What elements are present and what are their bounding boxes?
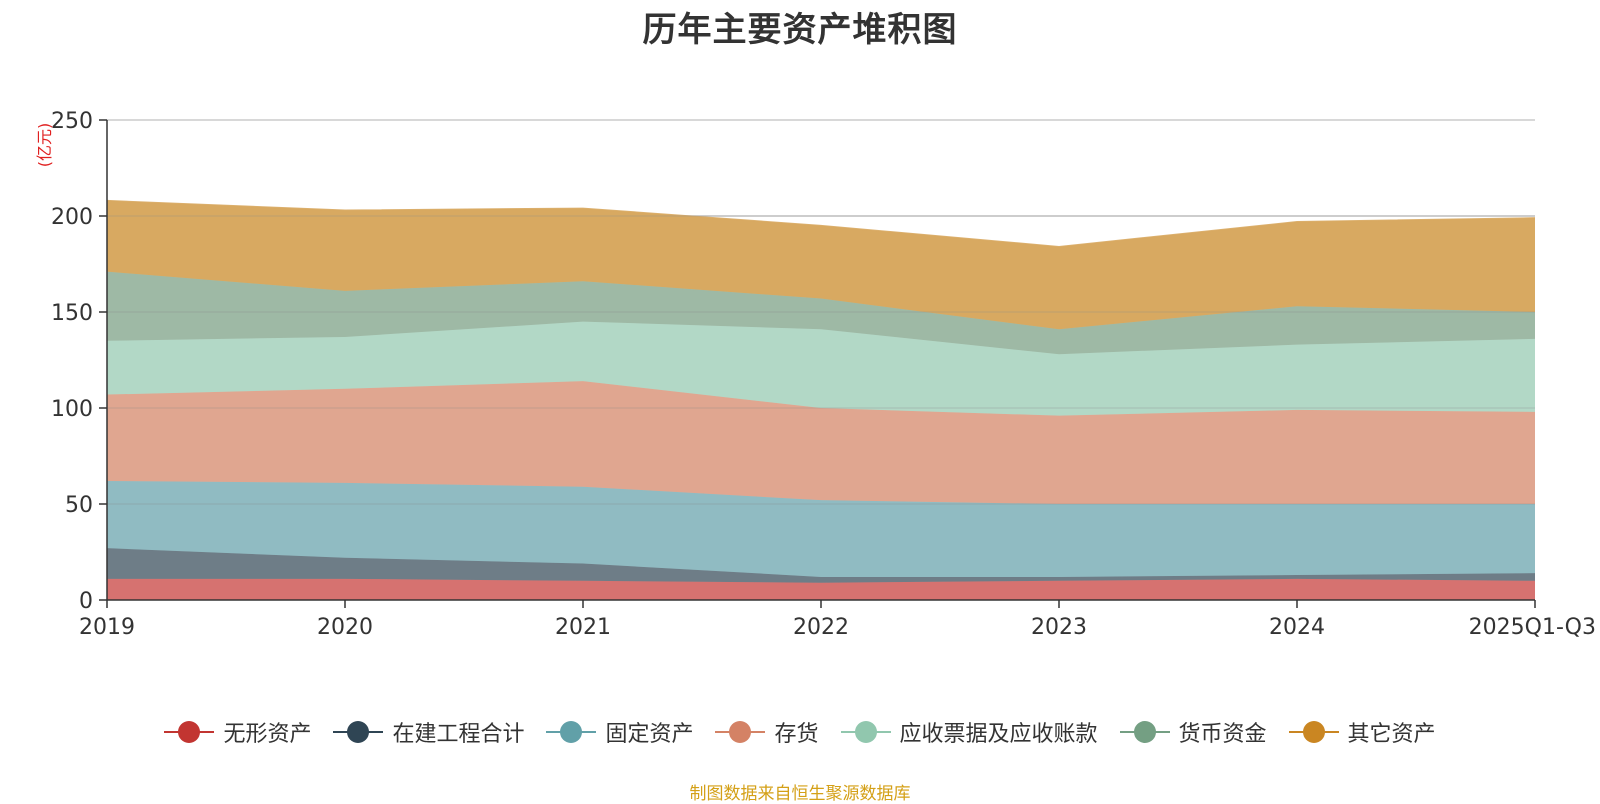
y-tick-label: 150 xyxy=(51,301,93,326)
area-series-3 xyxy=(107,480,1535,577)
x-tick-label: 2022 xyxy=(793,615,849,640)
legend-label: 应收票据及应收账款 xyxy=(899,722,1098,747)
legend-marker-icon xyxy=(840,721,891,743)
legend-label: 其它资产 xyxy=(1347,722,1436,747)
axes: 0 50 100 150 200 250 2019 2020 2021 2022 2023 2024 2… xyxy=(51,109,1596,640)
legend-item-1[interactable]: 无形资产 xyxy=(164,716,311,748)
legend-label: 货币资金 xyxy=(1178,722,1267,747)
y-tick-label: 50 xyxy=(65,493,93,518)
chart-title: 历年主要资产堆积图 xyxy=(642,10,958,50)
legend-marker-icon xyxy=(715,721,766,743)
area-series xyxy=(106,199,1536,600)
legend-marker-icon xyxy=(546,721,597,743)
area-series-7-edge xyxy=(106,199,1536,248)
legend-dot-icon xyxy=(854,721,877,743)
source-note: 制图数据来自恒生聚源数据库 xyxy=(689,784,911,804)
area-series-4 xyxy=(107,381,1535,504)
y-tick-label: 200 xyxy=(51,205,93,230)
legend-label: 固定资产 xyxy=(605,722,694,747)
legend-dot-icon xyxy=(729,721,752,743)
legend-label: 存货 xyxy=(774,722,819,747)
x-tick-label: 2021 xyxy=(555,615,611,640)
y-tick-label: 100 xyxy=(51,397,93,422)
legend-marker-icon xyxy=(1288,721,1339,743)
legend-item-6[interactable]: 货币资金 xyxy=(1119,716,1267,748)
legend-dot-icon xyxy=(1302,721,1325,743)
legend-marker-icon xyxy=(1119,721,1170,743)
legend-label: 在建工程合计 xyxy=(392,722,525,747)
x-tick-label: 2019 xyxy=(79,615,135,640)
area-series-6 xyxy=(107,271,1535,355)
y-axis-unit-label: (亿元) xyxy=(35,123,54,168)
area-series-7 xyxy=(107,200,1535,330)
x-tick-label: 2020 xyxy=(317,615,373,640)
legend: 无形资产 在建工程合计 固定资产 存货 应收票据及应收账款 货币资金 其它资产 xyxy=(0,716,1600,748)
legend-dot-icon xyxy=(1133,721,1156,743)
legend-marker-icon xyxy=(164,721,215,743)
y-tick-label: 0 xyxy=(79,589,93,614)
area-series-2 xyxy=(107,548,1535,583)
area-series-5 xyxy=(107,321,1535,416)
area-series-1 xyxy=(107,578,1535,600)
legend-dot-icon xyxy=(347,721,370,743)
legend-item-7[interactable]: 其它资产 xyxy=(1288,716,1436,748)
x-tick-label: 2023 xyxy=(1031,615,1087,640)
x-tick-label: 2025Q1-Q3 xyxy=(1469,615,1596,640)
legend-item-4[interactable]: 存货 xyxy=(715,716,819,748)
legend-item-2[interactable]: 在建工程合计 xyxy=(333,716,524,748)
y-tick-label: 250 xyxy=(51,109,93,134)
legend-item-5[interactable]: 应收票据及应收账款 xyxy=(840,716,1098,748)
legend-label: 无形资产 xyxy=(223,722,312,747)
x-tick-label: 2024 xyxy=(1269,615,1325,640)
legend-dot-icon xyxy=(560,721,583,743)
legend-marker-icon xyxy=(333,721,384,743)
legend-item-3[interactable]: 固定资产 xyxy=(546,716,693,748)
legend-dot-icon xyxy=(178,721,201,743)
